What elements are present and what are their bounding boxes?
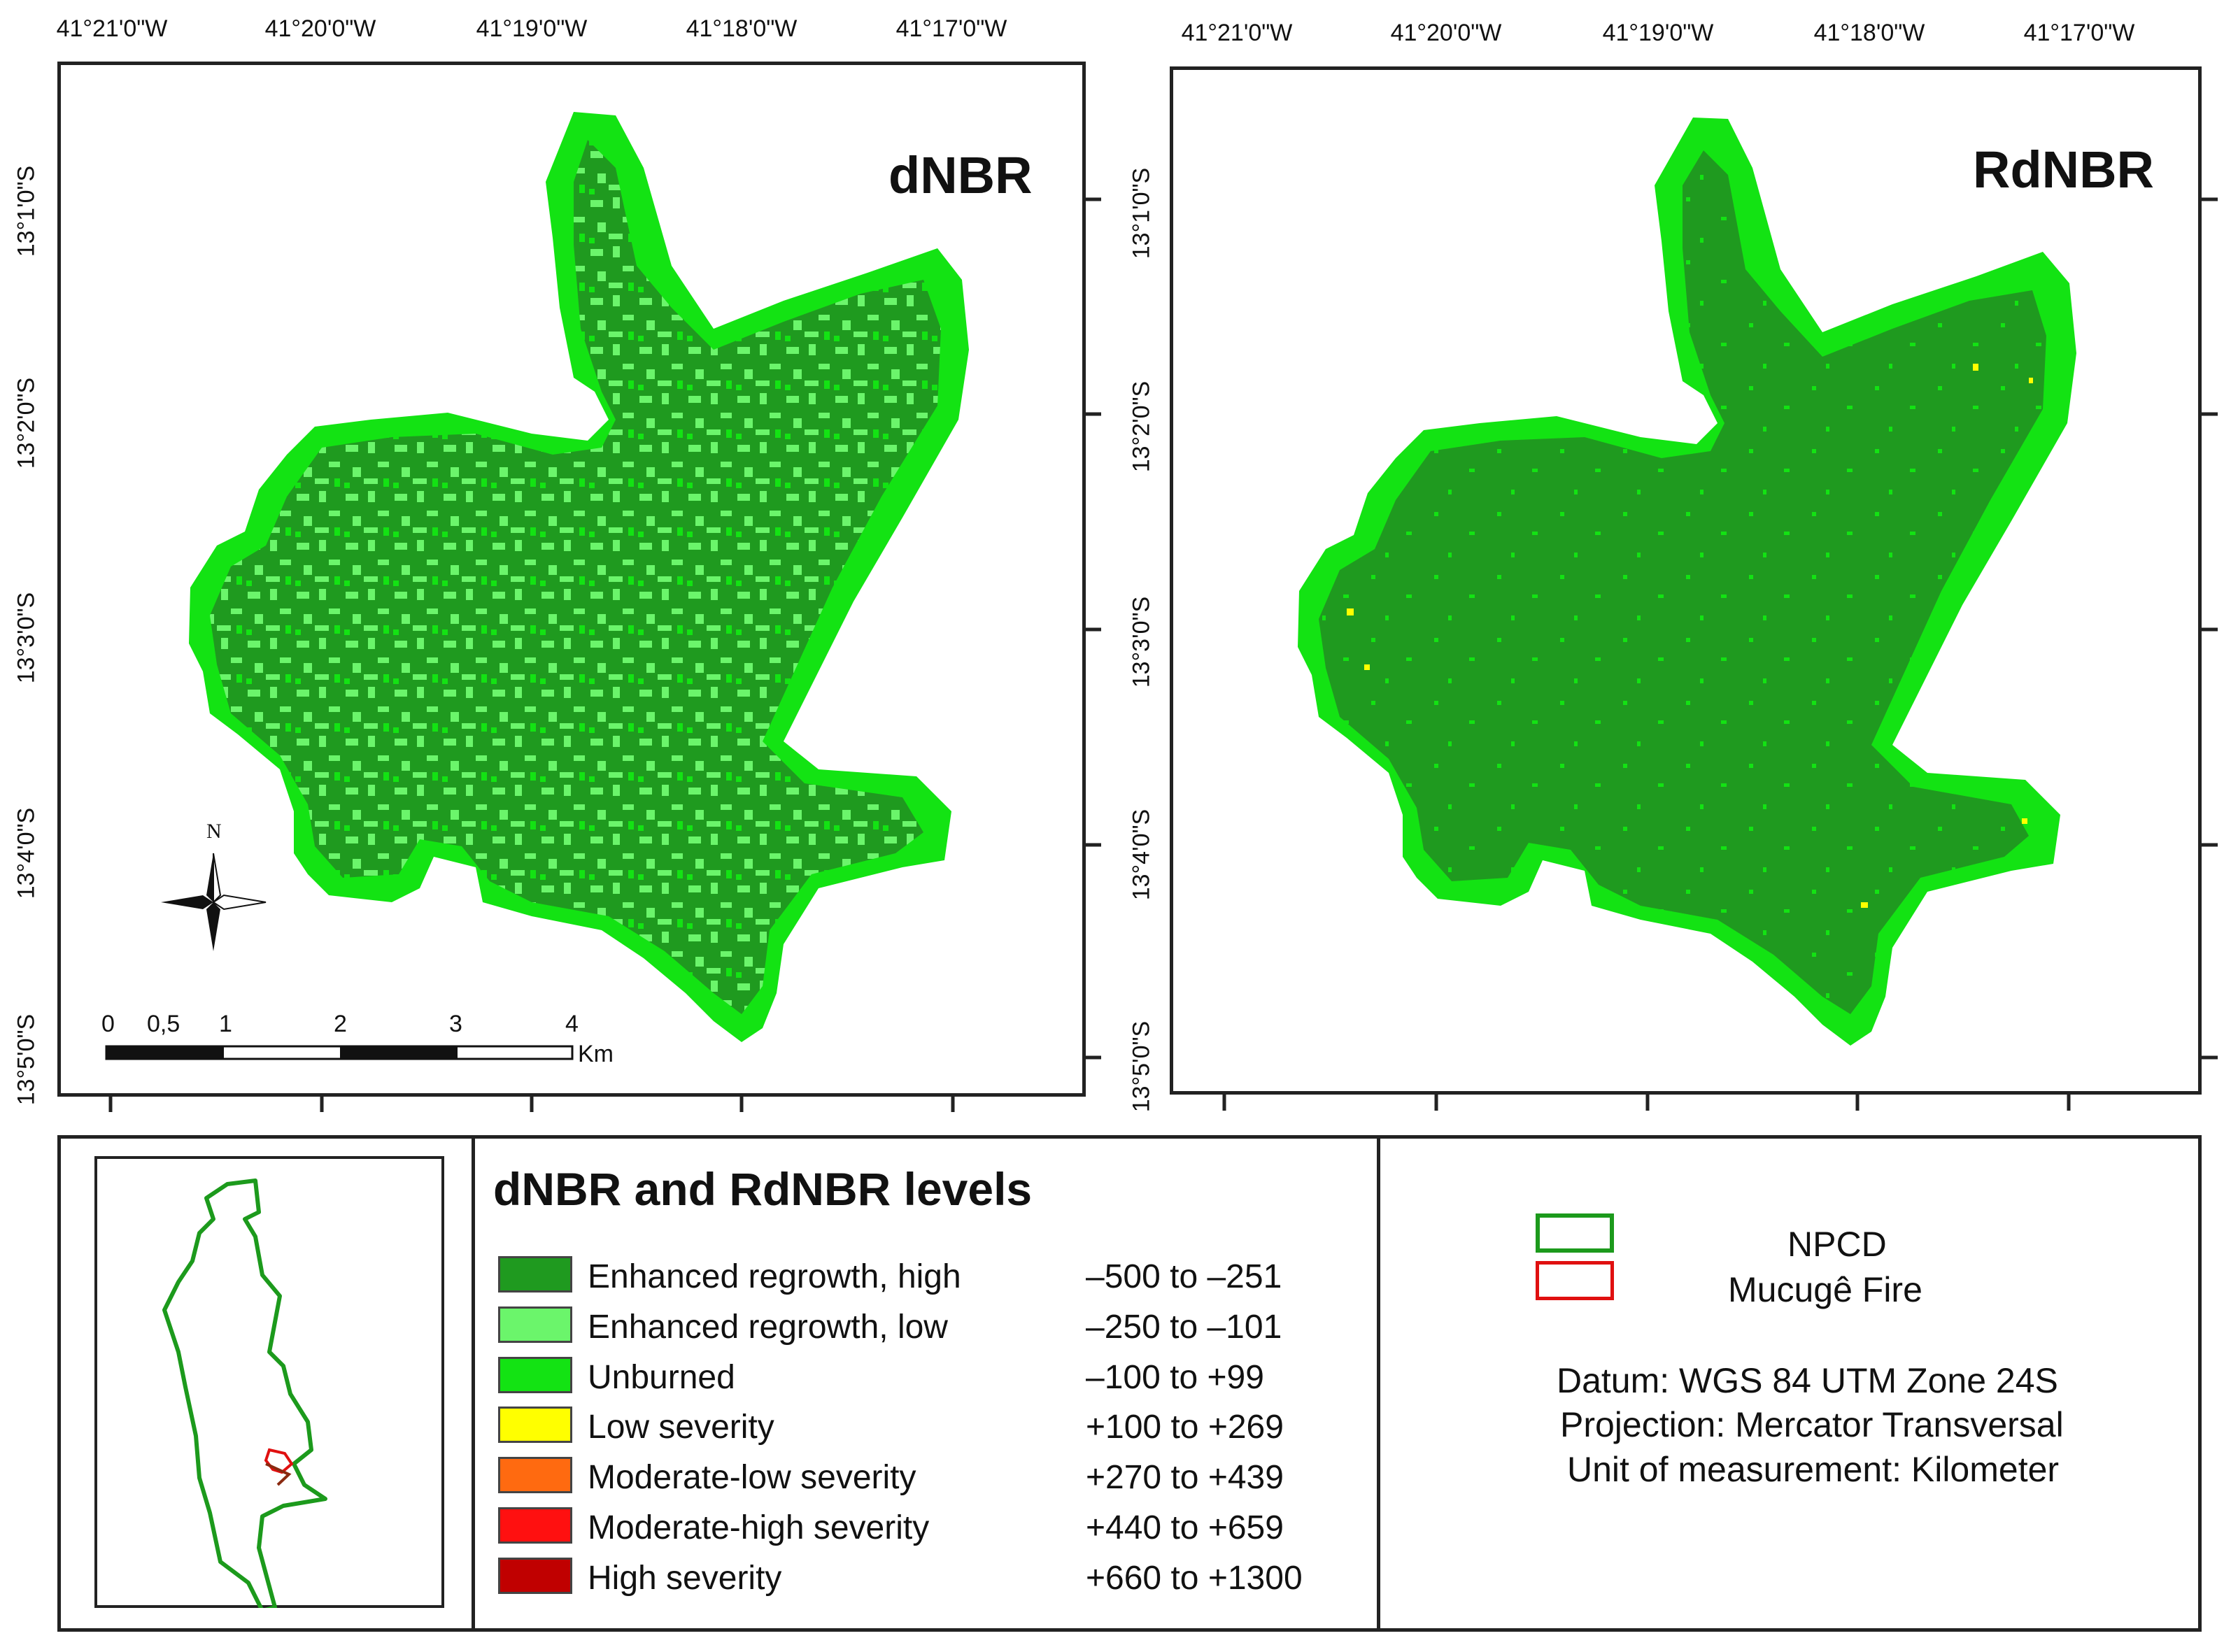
legend-label: Enhanced regrowth, low [588, 1309, 948, 1346]
locator-inset-frame [94, 1156, 444, 1608]
boundary-swatch-fire [1536, 1261, 1614, 1300]
legend-swatch [498, 1407, 572, 1443]
legend-label: Moderate-high severity [588, 1509, 930, 1546]
legend-item: Moderate-high severity +440 to +659 [498, 1507, 1408, 1548]
scale-label: 1 [219, 1011, 232, 1037]
scale-bar-graphic [105, 1045, 574, 1060]
boundary-label-npcd: NPCD [1787, 1225, 1887, 1264]
lon-label: 41°21'0"W [1181, 20, 1293, 46]
scale-label: 4 [565, 1011, 579, 1037]
legend-item: High severity +660 to +1300 [498, 1558, 1408, 1598]
legend-item: Unburned –100 to +99 [498, 1357, 1408, 1397]
legend-range: –100 to +99 [1086, 1359, 1264, 1396]
legend-label: Enhanced regrowth, high [588, 1258, 961, 1295]
rdnbr-burn-area [1298, 118, 2076, 1046]
legend-label: Low severity [588, 1409, 774, 1446]
lon-label: 41°19'0"W [1602, 20, 1714, 46]
boundary-label-fire: Mucugê Fire [1728, 1270, 1922, 1309]
map-dnbr-title: dNBR [888, 146, 1033, 204]
legend-divider-right [1377, 1135, 1380, 1632]
npcd-boundary [162, 1179, 327, 1608]
scale-label: 0,5 [147, 1011, 180, 1037]
projection-text: Projection: Mercator Transversal [1560, 1405, 2064, 1444]
legend-label: High severity [588, 1560, 782, 1597]
legend-item: Moderate-low severity +270 to +439 [498, 1457, 1408, 1497]
dnbr-burn-area [189, 112, 969, 1042]
lon-label: 41°20'0"W [264, 15, 376, 42]
legend-swatch [498, 1558, 572, 1594]
legend-item: Low severity +100 to +269 [498, 1407, 1408, 1447]
lon-label: 41°17'0"W [2023, 20, 2135, 46]
legend-divider-left [472, 1135, 475, 1632]
map-rdnbr-title: RdNBR [1973, 141, 2154, 199]
dnbr-inner-regrowth [210, 140, 941, 1014]
lon-label: 41°17'0"W [895, 15, 1007, 42]
lon-label: 41°18'0"W [1813, 20, 1925, 46]
legend-label: Moderate-low severity [588, 1459, 916, 1496]
legend-range: +270 to +439 [1086, 1459, 1284, 1496]
legend-range: –250 to –101 [1086, 1309, 1282, 1346]
legend-swatch [498, 1507, 572, 1544]
scale-unit: Km [578, 1041, 614, 1067]
locator-inset-map [162, 1179, 327, 1608]
legend-range: –500 to –251 [1086, 1258, 1282, 1295]
legend-item: Enhanced regrowth, low –250 to –101 [498, 1306, 1408, 1347]
rdnbr-inner-regrowth [1319, 150, 2046, 1014]
unit-text: Unit of measurement: Kilometer [1567, 1450, 2060, 1489]
lon-label: 41°20'0"W [1390, 20, 1502, 46]
legend-swatch [498, 1357, 572, 1393]
map-dnbr-graticule [108, 197, 1101, 1112]
legend-panel [57, 1135, 2202, 1632]
legend-swatch [498, 1457, 572, 1493]
datum-text: Datum: WGS 84 UTM Zone 24S [1557, 1361, 2058, 1400]
lon-label: 41°18'0"W [686, 15, 798, 42]
legend-title: dNBR and RdNBR levels [493, 1163, 1033, 1215]
legend-item: Enhanced regrowth, high –500 to –251 [498, 1256, 1408, 1297]
north-arrow [161, 853, 267, 951]
north-arrow-label: N [206, 820, 222, 843]
legend-swatch [498, 1256, 572, 1293]
legend-swatch [498, 1306, 572, 1343]
scale-label: 0 [101, 1011, 115, 1037]
map-rdnbr-graticule [1222, 197, 2218, 1111]
legend-label: Unburned [588, 1359, 735, 1396]
boundary-swatch-npcd [1536, 1213, 1614, 1253]
legend-range: +440 to +659 [1086, 1509, 1284, 1546]
scale-label: 3 [449, 1011, 462, 1037]
lon-label: 41°21'0"W [56, 15, 168, 42]
scale-label: 2 [334, 1011, 347, 1037]
legend-list: Enhanced regrowth, high –500 to –251 Enh… [498, 1256, 1366, 1606]
legend-range: +100 to +269 [1086, 1409, 1284, 1446]
lon-label: 41°19'0"W [476, 15, 588, 42]
legend-range: +660 to +1300 [1086, 1560, 1303, 1597]
